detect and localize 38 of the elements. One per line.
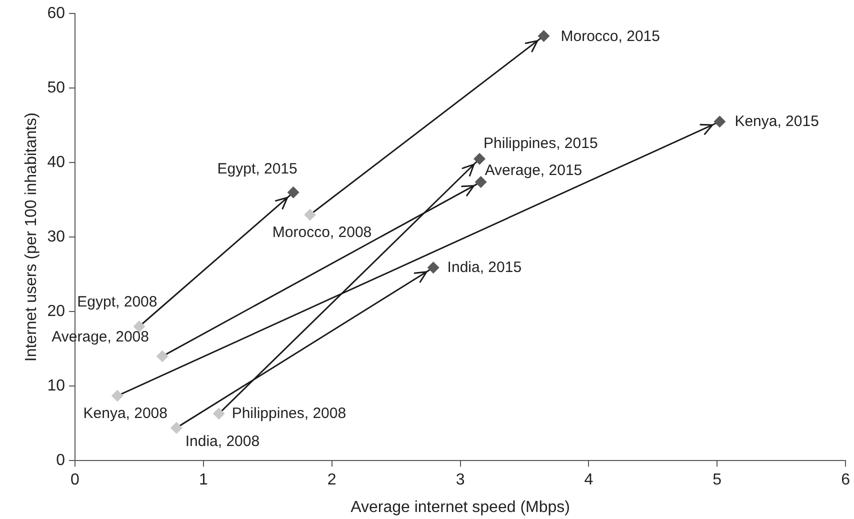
point xyxy=(538,30,550,42)
annotation: Kenya, 2008 xyxy=(83,404,168,422)
y-tick-label: 40 xyxy=(47,154,66,172)
point xyxy=(111,390,124,402)
y-tick-label: 10 xyxy=(47,378,66,395)
annotation: Average, 2015 xyxy=(484,162,582,180)
point xyxy=(287,186,300,198)
y-tick-label: 50 xyxy=(47,80,66,97)
point xyxy=(714,116,726,128)
y-tick-label: 60 xyxy=(47,5,66,22)
x-tick-label: 2 xyxy=(327,472,336,489)
annotation: Egypt, 2015 xyxy=(217,160,298,178)
point xyxy=(427,262,440,274)
annotation: Philippines, 2015 xyxy=(484,135,598,152)
x-tick-label: 5 xyxy=(712,472,722,489)
point xyxy=(212,408,225,420)
annotation: Egypt, 2008 xyxy=(77,294,158,311)
point xyxy=(474,176,487,188)
x-tick-label: 6 xyxy=(841,472,850,489)
annotation: Morocco, 2008 xyxy=(272,224,372,241)
annotation: Philippines, 2008 xyxy=(232,404,346,422)
x-tick-label: 0 xyxy=(70,472,80,489)
y-tick-label: 20 xyxy=(47,303,66,320)
point xyxy=(474,152,486,165)
point xyxy=(156,350,168,362)
annotation: India, 2015 xyxy=(447,258,522,276)
point xyxy=(304,208,316,221)
x-tick-label: 4 xyxy=(584,472,594,489)
y-axis-title: Internet users (per 100 inhabitants) xyxy=(23,112,40,362)
annotation: Kenya, 2015 xyxy=(734,112,819,130)
x-tick-label: 1 xyxy=(198,472,208,489)
annotation: India, 2008 xyxy=(185,432,260,450)
x-axis-title: Average internet speed (Mbps) xyxy=(350,498,570,516)
y-tick-label: 30 xyxy=(47,228,66,246)
annotation: Morocco, 2015 xyxy=(560,28,660,46)
y-tick-label: 0 xyxy=(56,452,66,470)
x-tick-label: 3 xyxy=(456,472,465,489)
point xyxy=(170,422,182,434)
